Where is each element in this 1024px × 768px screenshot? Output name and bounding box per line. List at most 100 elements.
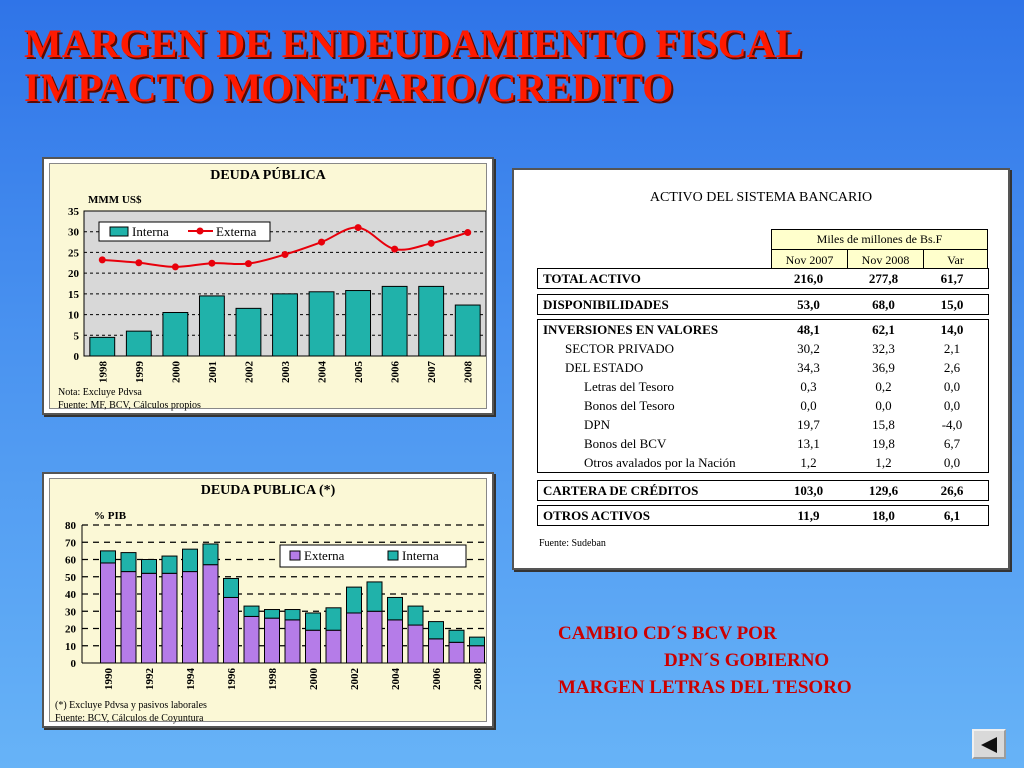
slide-title-line-1: MARGEN DE ENDEUDAMIENTO FISCAL bbox=[24, 21, 803, 66]
chart1-y-tick-label: 35 bbox=[68, 206, 80, 218]
column-header-var: Var bbox=[947, 253, 964, 267]
chart2-bar-externa bbox=[366, 610, 383, 664]
chart1-x-tick-label: 2002 bbox=[243, 361, 255, 384]
table-cell: 129,6 bbox=[868, 483, 899, 498]
chart1-bar-interna bbox=[125, 330, 152, 357]
chart1-x-tick-label: 2006 bbox=[390, 361, 402, 384]
bottom-annotation: CAMBIO CD´S BCV POR DPN´S GOBIERNO MARGE… bbox=[558, 620, 852, 701]
chart2-bar-interna bbox=[448, 629, 465, 643]
table-cell: 11,9 bbox=[797, 508, 820, 523]
chart2-y-tick-label: 40 bbox=[65, 589, 77, 601]
chart2-bar-externa bbox=[387, 619, 403, 664]
table-cell: 216,0 bbox=[793, 271, 824, 286]
chart1-title: DEUDA PÚBLICA bbox=[210, 168, 326, 183]
chart1-legend-label-interna: Interna bbox=[132, 224, 169, 239]
chart1-y-tick-label: 15 bbox=[68, 289, 80, 301]
table-cell: 15,8 bbox=[872, 417, 895, 432]
chart1-legend-swatch-interna bbox=[109, 226, 129, 237]
table-row: INVERSIONES EN VALORES 48,1 62,1 14,0 bbox=[538, 320, 988, 339]
chart2-bar-externa bbox=[305, 629, 321, 664]
chart2-x-tick-label: 1996 bbox=[226, 668, 238, 691]
chart1-bar-interna bbox=[381, 285, 408, 357]
chart2-bar-interna bbox=[428, 621, 444, 640]
chart1-x-tick-label: 1998 bbox=[97, 361, 109, 384]
chart1-point-externa bbox=[427, 239, 435, 247]
table-cell: 0,0 bbox=[943, 398, 961, 413]
table-row: Bonos del Tesoro 0,0 0,0 0,0 bbox=[538, 396, 988, 415]
table-group: CARTERA DE CRÉDITOS 103,0 129,6 26,6 bbox=[537, 480, 989, 501]
chart2-bar-externa bbox=[428, 638, 444, 664]
chart1-x-tick-label: 2005 bbox=[353, 361, 365, 384]
chart2-bar-externa bbox=[223, 596, 239, 664]
table-cell: 26,6 bbox=[940, 483, 964, 498]
chart1-point-externa bbox=[391, 245, 399, 253]
table-cell: 19,7 bbox=[797, 417, 820, 432]
back-button[interactable] bbox=[972, 729, 1006, 759]
chart1-note-1: Nota: Excluye Pdvsa bbox=[58, 387, 142, 398]
chart1-bar-interna bbox=[235, 307, 262, 357]
chart1-legend-box bbox=[98, 221, 271, 242]
table-group: OTROS ACTIVOS 11,9 18,0 6,1 bbox=[537, 505, 989, 526]
chart1-y-tick-label: 10 bbox=[68, 310, 80, 322]
table-cell: 14,0 bbox=[940, 322, 964, 337]
chart2-x-tick-label: 2000 bbox=[308, 668, 320, 691]
chart2-bar-externa bbox=[469, 645, 485, 664]
chart1-point-externa bbox=[244, 260, 252, 268]
table-cell: 18,0 bbox=[872, 508, 895, 523]
table-cell: 0,3 bbox=[800, 379, 817, 394]
chart2-bar-interna bbox=[305, 612, 321, 631]
chart2-y-tick-label: 50 bbox=[65, 572, 77, 584]
chart2-bar-interna bbox=[100, 550, 116, 564]
table-row-label: Bonos del BCV bbox=[584, 436, 667, 451]
chart2-bar-externa bbox=[325, 629, 342, 664]
chart2-y-tick-label: 20 bbox=[65, 624, 77, 636]
table-row: Letras del Tesoro 0,3 0,2 0,0 bbox=[538, 377, 988, 396]
chart1-x-tick-label: 2007 bbox=[426, 361, 438, 384]
chart2-legend-swatch-externa bbox=[289, 550, 301, 561]
chart1-y-axis-label: MMM US$ bbox=[88, 194, 142, 206]
chart2-bar-externa bbox=[182, 571, 198, 664]
table-row-label: SECTOR PRIVADO bbox=[565, 341, 674, 356]
chart2-x-tick-label: 1998 bbox=[267, 668, 279, 691]
table-row: SECTOR PRIVADO 30,2 32,3 2,1 bbox=[538, 339, 988, 358]
chart2-bar-externa bbox=[448, 641, 465, 664]
table-cell: 0,2 bbox=[875, 379, 892, 394]
chart2-bar-interna bbox=[407, 605, 424, 626]
chart1-y-tick-label: 5 bbox=[74, 330, 80, 342]
chart1-svg: MMM US$ 0 5 10 15 20 25 30 35 1998 1999 2000 2001 200… bbox=[68, 194, 486, 384]
bottom-text-line-2: DPN´S GOBIERNO bbox=[664, 650, 830, 671]
chart1-legend: Interna Externa bbox=[98, 221, 271, 242]
table-cell: 34,3 bbox=[797, 360, 820, 375]
chart2-legend-label-externa: Externa bbox=[304, 548, 345, 563]
table-cell: 6,1 bbox=[943, 508, 961, 523]
table-cell: 1,2 bbox=[800, 455, 817, 470]
chart1-x-tick-label: 2001 bbox=[207, 361, 219, 383]
chart2-legend: Externa Interna bbox=[279, 544, 467, 568]
chart1-bar-interna bbox=[89, 336, 116, 357]
chart1-area: DEUDA PÚBLICA MMM US$ 0 5 10 15 20 25 30 35 1998 1… bbox=[49, 163, 487, 411]
chart2-notes: (*) Excluye Pdvsa y pasivos laborales Fu… bbox=[55, 699, 207, 725]
chart1-point-externa bbox=[318, 238, 326, 246]
chart2-y-axis-label: % PIB bbox=[94, 510, 127, 522]
column-header-nov-2008: Nov 2008 bbox=[848, 250, 924, 270]
chart2-bar-externa bbox=[161, 572, 178, 664]
chart2-bar-interna bbox=[264, 609, 280, 619]
chart1-x-tick-label: 2000 bbox=[170, 361, 182, 384]
chart2-y-tick-label: 60 bbox=[65, 555, 77, 567]
table-cell: 0,0 bbox=[875, 398, 892, 413]
chart2-legend-label-interna: Interna bbox=[402, 548, 439, 563]
chart1-y-tick-label: 0 bbox=[74, 351, 80, 363]
chart1-legend-label-externa: Externa bbox=[216, 224, 257, 239]
table-row-label: OTROS ACTIVOS bbox=[543, 508, 651, 523]
chart2-svg: % PIB 0 10 20 30 40 50 60 70 80 1990 1992 1994 1996 19… bbox=[65, 510, 486, 691]
table-row-label: INVERSIONES EN VALORES bbox=[543, 322, 719, 337]
chart2-bar-externa bbox=[141, 572, 157, 664]
table-cell: 53,0 bbox=[797, 297, 820, 312]
chart2-panel: DEUDA PUBLICA (*) % PIB 0 10 20 30 40 50 60 70 80… bbox=[42, 472, 494, 728]
table-cell: 15,0 bbox=[940, 297, 964, 312]
chart1-point-externa bbox=[354, 224, 362, 232]
chart2-note-1: (*) Excluye Pdvsa y pasivos laborales bbox=[55, 700, 207, 711]
table-cell: 13,1 bbox=[797, 436, 820, 451]
table-panel: ACTIVO DEL SISTEMA BANCARIO Miles de mil… bbox=[512, 168, 1010, 570]
chart2-bar-externa bbox=[346, 612, 362, 664]
